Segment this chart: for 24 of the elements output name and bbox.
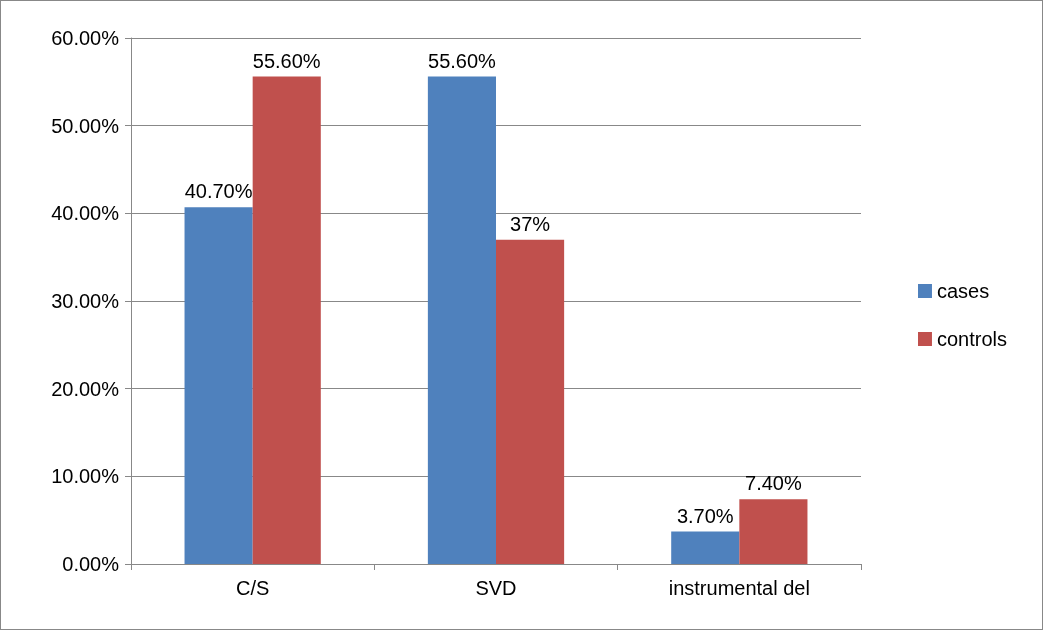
bar bbox=[671, 531, 740, 564]
x-tick-label: SVD bbox=[475, 577, 517, 599]
y-tick-label: 30.00% bbox=[51, 290, 120, 312]
x-tick-label: instrumental del bbox=[668, 577, 810, 599]
y-tick-label: 0.00% bbox=[62, 553, 120, 575]
y-tick-label: 10.00% bbox=[51, 465, 120, 488]
bar bbox=[496, 239, 565, 564]
bar bbox=[739, 499, 808, 564]
y-tick-label: 50.00% bbox=[51, 114, 120, 137]
data-label: 7.40% bbox=[745, 472, 802, 495]
y-tick-label: 60.00% bbox=[51, 27, 120, 49]
x-tick-label: C/S bbox=[235, 577, 270, 599]
bar bbox=[427, 76, 496, 564]
legend-label: controls bbox=[936, 328, 1007, 350]
y-tick-label: 20.00% bbox=[51, 377, 120, 400]
bar bbox=[184, 207, 253, 564]
data-label: 37% bbox=[510, 212, 551, 235]
legend-label: cases bbox=[936, 280, 990, 302]
data-label: 3.70% bbox=[676, 504, 734, 527]
data-label: 55.60% bbox=[252, 49, 321, 72]
y-tick-label: 40.00% bbox=[51, 202, 120, 225]
bar bbox=[252, 76, 321, 564]
data-label: 55.60% bbox=[428, 49, 497, 72]
data-label: 40.70% bbox=[184, 180, 253, 203]
